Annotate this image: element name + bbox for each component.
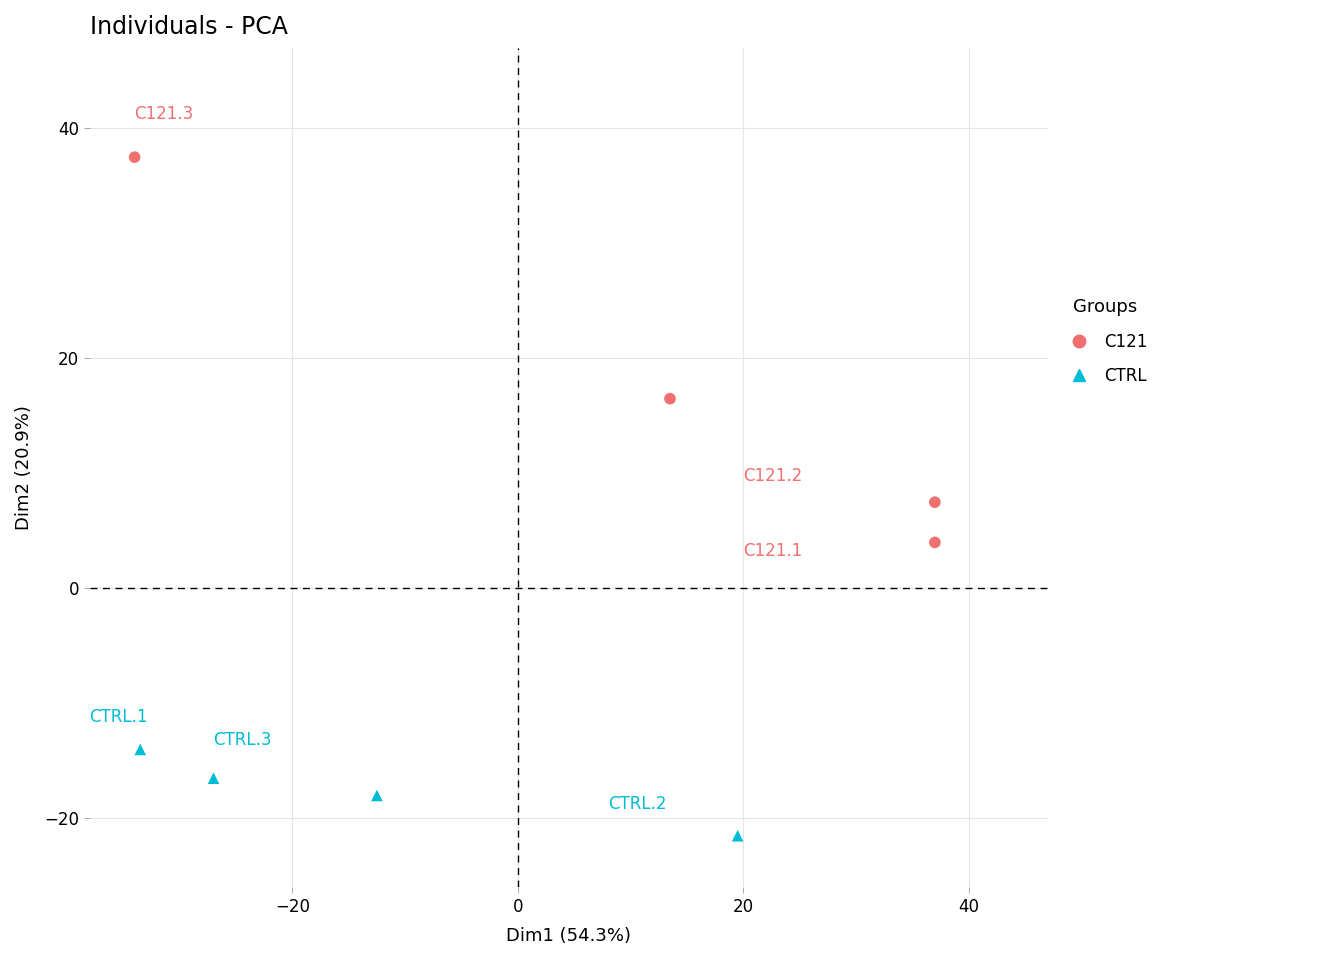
Point xyxy=(727,828,749,844)
Legend: C121, CTRL: C121, CTRL xyxy=(1056,291,1154,392)
Y-axis label: Dim2 (20.9%): Dim2 (20.9%) xyxy=(15,405,34,530)
Text: CTRL.1: CTRL.1 xyxy=(90,708,148,727)
Text: CTRL.3: CTRL.3 xyxy=(214,732,271,750)
Point xyxy=(925,535,946,550)
Text: C121.1: C121.1 xyxy=(743,541,802,560)
Point xyxy=(129,742,151,757)
Text: C121.2: C121.2 xyxy=(743,467,802,485)
Point xyxy=(366,788,387,804)
X-axis label: Dim1 (54.3%): Dim1 (54.3%) xyxy=(507,927,632,945)
Point xyxy=(124,150,145,165)
Text: Individuals - PCA: Individuals - PCA xyxy=(90,15,288,39)
Point xyxy=(925,494,946,510)
Point xyxy=(660,391,681,406)
Point xyxy=(203,771,224,786)
Text: C121.3: C121.3 xyxy=(134,105,194,123)
Text: CTRL.2: CTRL.2 xyxy=(607,795,667,813)
